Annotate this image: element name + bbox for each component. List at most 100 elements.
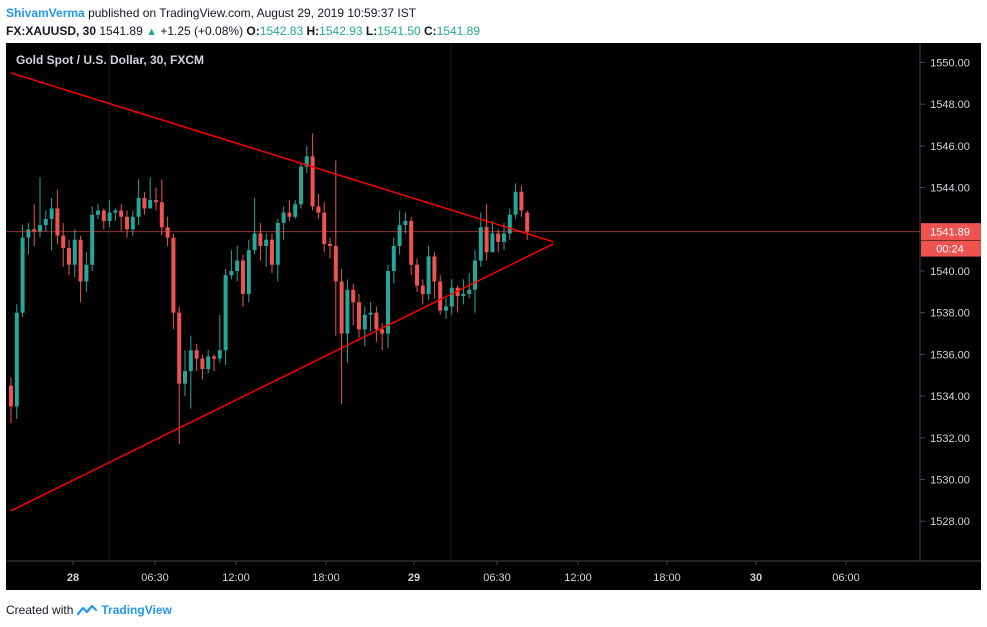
candle[interactable] bbox=[142, 191, 147, 215]
price-tick-label: 1548.00 bbox=[930, 99, 970, 111]
candle[interactable] bbox=[374, 306, 379, 342]
candle[interactable] bbox=[345, 279, 350, 363]
candle[interactable] bbox=[229, 250, 234, 280]
candle-body bbox=[177, 312, 182, 384]
candle[interactable] bbox=[362, 306, 367, 347]
candle[interactable] bbox=[519, 185, 524, 217]
candle[interactable] bbox=[32, 204, 37, 246]
candle[interactable] bbox=[252, 198, 257, 255]
candle[interactable] bbox=[9, 377, 13, 424]
candle[interactable] bbox=[183, 350, 187, 397]
time-axis-background[interactable] bbox=[6, 561, 981, 590]
candle[interactable] bbox=[264, 233, 269, 267]
candle[interactable] bbox=[293, 200, 298, 219]
candle[interactable] bbox=[409, 216, 414, 276]
candle[interactable] bbox=[403, 212, 408, 234]
candle[interactable] bbox=[484, 204, 489, 261]
author-name[interactable]: ShivamVerma bbox=[6, 6, 85, 20]
candle[interactable] bbox=[188, 335, 193, 409]
candle[interactable] bbox=[351, 283, 356, 326]
candle[interactable] bbox=[310, 133, 315, 211]
candle[interactable] bbox=[415, 258, 419, 292]
candle[interactable] bbox=[223, 268, 228, 365]
candle[interactable] bbox=[490, 220, 495, 253]
candle[interactable] bbox=[449, 279, 454, 315]
candle[interactable] bbox=[444, 298, 448, 319]
candle[interactable] bbox=[84, 252, 89, 292]
candle[interactable] bbox=[217, 314, 222, 363]
candle[interactable] bbox=[125, 210, 129, 238]
candle[interactable] bbox=[339, 268, 344, 405]
tradingview-brand[interactable]: TradingView bbox=[101, 603, 172, 617]
candle-body bbox=[287, 212, 292, 217]
candle[interactable] bbox=[455, 285, 460, 313]
trendline[interactable] bbox=[10, 243, 554, 512]
candle[interactable] bbox=[67, 239, 71, 276]
candle[interactable] bbox=[281, 206, 286, 240]
candle[interactable] bbox=[96, 204, 100, 219]
candle-body bbox=[339, 281, 344, 334]
candle[interactable] bbox=[391, 237, 396, 284]
candle[interactable] bbox=[304, 145, 309, 174]
candle[interactable] bbox=[322, 202, 327, 253]
candle[interactable] bbox=[357, 293, 361, 338]
candle[interactable] bbox=[299, 162, 303, 209]
candle[interactable] bbox=[241, 254, 245, 307]
candle[interactable] bbox=[496, 229, 501, 253]
candle[interactable] bbox=[72, 229, 77, 278]
candle[interactable] bbox=[194, 343, 199, 372]
candle[interactable] bbox=[368, 302, 373, 332]
candle[interactable] bbox=[478, 212, 483, 267]
candle[interactable] bbox=[206, 350, 211, 374]
candle[interactable] bbox=[107, 200, 112, 228]
candle[interactable] bbox=[420, 279, 425, 305]
candle[interactable] bbox=[525, 210, 530, 240]
candle[interactable] bbox=[177, 306, 182, 445]
candle[interactable] bbox=[26, 223, 31, 255]
candle[interactable] bbox=[461, 279, 466, 305]
candle[interactable] bbox=[246, 239, 251, 303]
trendline[interactable] bbox=[10, 72, 554, 243]
candle[interactable] bbox=[171, 233, 176, 330]
candle[interactable] bbox=[136, 179, 141, 226]
candle[interactable] bbox=[438, 275, 443, 315]
candle[interactable] bbox=[49, 198, 54, 251]
candle[interactable] bbox=[61, 223, 66, 267]
chart-area[interactable]: 1550.00 1548.00 1546.00 1544.00 1540.00 1538.… bbox=[6, 43, 981, 590]
candle[interactable] bbox=[200, 354, 205, 380]
candle[interactable] bbox=[154, 187, 158, 211]
candle[interactable] bbox=[270, 233, 274, 274]
candle[interactable] bbox=[473, 250, 477, 313]
candle[interactable] bbox=[212, 354, 216, 372]
candle[interactable] bbox=[101, 208, 106, 230]
candle[interactable] bbox=[90, 206, 95, 271]
candle[interactable] bbox=[38, 177, 42, 238]
candlestick-chart[interactable]: 1550.00 1548.00 1546.00 1544.00 1540.00 1538.… bbox=[6, 43, 981, 590]
candle[interactable] bbox=[333, 160, 338, 336]
price-axis-background[interactable] bbox=[920, 43, 981, 561]
candle[interactable] bbox=[502, 223, 506, 251]
candle[interactable] bbox=[113, 208, 118, 221]
candle[interactable] bbox=[328, 237, 332, 259]
candle[interactable] bbox=[426, 245, 431, 301]
candle[interactable] bbox=[316, 193, 321, 219]
candle[interactable] bbox=[14, 304, 19, 420]
candle[interactable] bbox=[432, 252, 437, 299]
candle[interactable] bbox=[20, 225, 25, 317]
candle[interactable] bbox=[513, 183, 518, 219]
candle[interactable] bbox=[159, 179, 164, 236]
candle[interactable] bbox=[397, 210, 402, 255]
candle[interactable] bbox=[119, 204, 124, 232]
candle[interactable] bbox=[78, 235, 83, 303]
candle[interactable] bbox=[148, 177, 153, 209]
candle-body bbox=[478, 227, 483, 261]
candle[interactable] bbox=[507, 208, 512, 240]
candle[interactable] bbox=[258, 223, 263, 261]
candle[interactable] bbox=[275, 218, 280, 282]
candle[interactable] bbox=[386, 264, 390, 349]
candle[interactable] bbox=[55, 189, 60, 244]
candle[interactable] bbox=[235, 245, 240, 282]
candle-body bbox=[154, 200, 158, 203]
candle[interactable] bbox=[43, 210, 48, 232]
candle[interactable] bbox=[287, 200, 292, 221]
